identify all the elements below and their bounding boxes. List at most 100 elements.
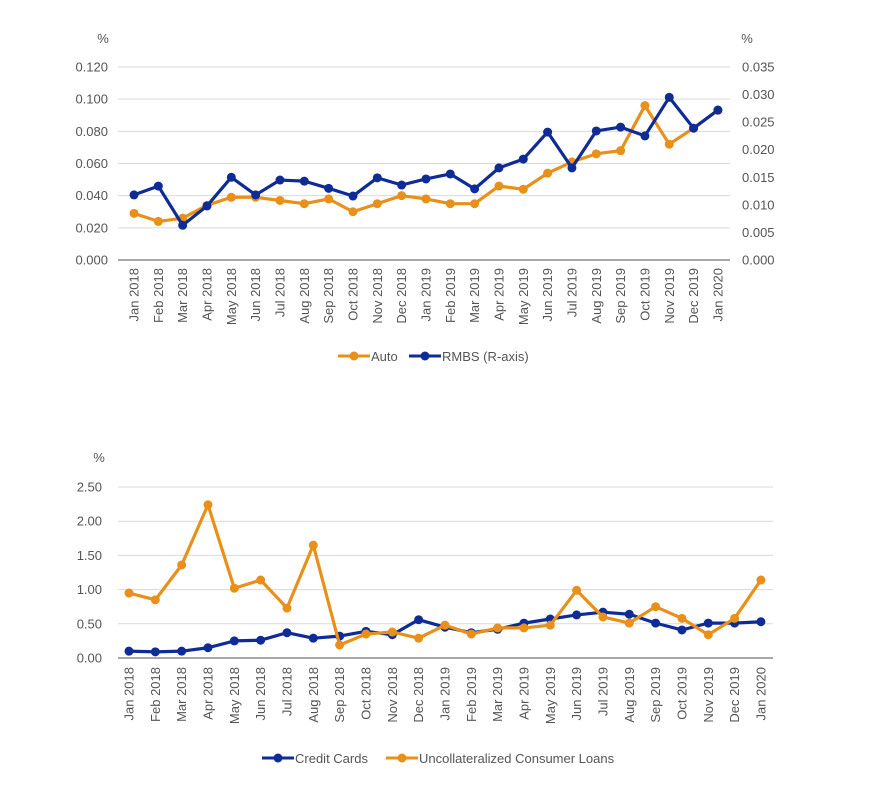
x-tick-label: Oct 2018 [345, 268, 360, 321]
data-point-rmbs-r-axis [226, 172, 236, 182]
x-tick-label: May 2018 [224, 268, 239, 325]
x-tick-label: Sep 2018 [332, 667, 347, 723]
x-tick-label: Oct 2018 [358, 667, 373, 720]
data-point-uncollateralized-consumer-loans [203, 500, 213, 510]
x-tick-label: Aug 2019 [622, 667, 637, 723]
data-point-rmbs-r-axis [421, 174, 431, 184]
data-point-auto [421, 194, 431, 204]
data-point-uncollateralized-consumer-loans [493, 623, 503, 633]
data-point-auto [153, 216, 163, 226]
data-point-credit-cards [651, 618, 661, 628]
legend-marker-auto [349, 351, 359, 361]
data-point-uncollateralized-consumer-loans [440, 620, 450, 630]
x-tick-label: Jan 2019 [418, 268, 433, 322]
data-point-uncollateralized-consumer-loans [256, 575, 266, 585]
data-point-credit-cards [229, 636, 239, 646]
x-tick-label: Jun 2019 [569, 667, 584, 721]
x-tick-label: Apr 2018 [199, 268, 214, 321]
data-point-rmbs-r-axis [689, 123, 699, 133]
data-point-auto [445, 199, 455, 209]
data-point-auto [640, 101, 650, 111]
data-point-rmbs-r-axis [494, 163, 504, 173]
data-point-auto [543, 168, 553, 178]
x-tick-label: Apr 2018 [200, 667, 215, 720]
x-tick-label: Sep 2019 [613, 268, 628, 324]
y-tick-label-left: 0.00 [77, 651, 102, 666]
x-tick-label: Sep 2018 [321, 268, 336, 324]
x-tick-label: Jun 2018 [248, 268, 263, 322]
x-tick-label: Feb 2018 [151, 268, 166, 323]
legend-marker-consumer-loans [397, 753, 407, 763]
data-point-uncollateralized-consumer-loans [756, 575, 766, 585]
data-point-rmbs-r-axis [713, 105, 723, 115]
x-tick-label: Jan 2019 [437, 667, 452, 721]
x-tick-label: Nov 2019 [701, 667, 716, 723]
x-tick-label: Nov 2018 [385, 667, 400, 723]
y-tick-label-left: 0.040 [75, 188, 108, 203]
data-point-rmbs-r-axis [299, 176, 309, 186]
x-tick-label: Jun 2019 [540, 268, 555, 322]
x-tick-label: Dec 2018 [411, 667, 426, 723]
data-point-auto [470, 199, 480, 209]
data-point-rmbs-r-axis [616, 122, 626, 132]
data-point-rmbs-r-axis [397, 180, 407, 190]
data-point-rmbs-r-axis [324, 183, 334, 193]
data-point-auto [226, 192, 236, 202]
y-tick-label-right: 0.005 [742, 225, 775, 240]
y-tick-label-right: 0.030 [742, 87, 775, 102]
data-point-credit-cards [282, 628, 292, 638]
left-unit-label: % [97, 31, 109, 46]
data-point-uncollateralized-consumer-loans [387, 627, 397, 637]
y-tick-label-left: 0.060 [75, 156, 108, 171]
x-tick-label: Aug 2018 [297, 268, 312, 324]
data-point-credit-cards [256, 635, 266, 645]
x-tick-label: Feb 2018 [148, 667, 163, 722]
chart-auto-rmbs: % % Auto RMBS (R-axis) 0.000 0.020 0.040 0.… [75, 31, 774, 364]
y-tick-label-left: 0.50 [77, 616, 102, 631]
data-point-uncollateralized-consumer-loans [308, 540, 318, 550]
data-point-auto [664, 139, 674, 149]
x-tick-label: Dec 2019 [727, 667, 742, 723]
data-point-rmbs-r-axis [518, 154, 528, 164]
x-tick-label: Jul 2018 [279, 667, 294, 716]
legend-marker-rmbs [420, 351, 430, 361]
data-point-auto [518, 184, 528, 194]
data-point-credit-cards [572, 610, 582, 620]
data-point-auto [494, 181, 504, 191]
data-point-rmbs-r-axis [591, 126, 601, 136]
data-point-credit-cards [150, 647, 160, 657]
x-tick-label: Oct 2019 [674, 667, 689, 720]
legend-label-auto: Auto [371, 349, 398, 364]
x-tick-label: Jul 2018 [272, 268, 287, 317]
data-point-auto [397, 191, 407, 201]
x-tick-label: Jan 2018 [122, 667, 137, 721]
x-tick-label: Jun 2018 [253, 667, 268, 721]
data-point-uncollateralized-consumer-loans [519, 623, 529, 633]
legend-label-consumer-loans: Uncollateralized Consumer Loans [419, 751, 615, 766]
data-point-uncollateralized-consumer-loans [572, 585, 582, 595]
right-unit-label: % [741, 31, 753, 46]
y-tick-label-left: 0.000 [75, 253, 108, 268]
x-tick-label: Jul 2019 [564, 268, 579, 317]
data-point-uncollateralized-consumer-loans [361, 629, 371, 639]
data-point-auto [129, 208, 139, 218]
x-tick-label: Nov 2019 [662, 268, 677, 324]
x-tick-label: Dec 2018 [394, 268, 409, 324]
data-point-auto [324, 194, 334, 204]
data-point-auto [348, 207, 358, 217]
x-tick-label: Jan 2018 [127, 268, 142, 322]
x-tick-label: Mar 2019 [490, 667, 505, 722]
legend-marker-credit-cards [273, 753, 283, 763]
legend: Auto RMBS (R-axis) [338, 349, 529, 364]
data-point-auto [275, 195, 285, 205]
data-point-uncollateralized-consumer-loans [703, 630, 713, 640]
x-tick-label: Aug 2019 [589, 268, 604, 324]
series-line-rmbs-r-axis [133, 95, 719, 227]
data-point-auto [299, 199, 309, 209]
x-tick-label: Feb 2019 [464, 667, 479, 722]
x-tick-label: Aug 2018 [306, 667, 321, 723]
data-point-rmbs-r-axis [251, 190, 261, 200]
x-tick-label: Mar 2019 [467, 268, 482, 323]
y-tick-label-left: 0.020 [75, 220, 108, 235]
